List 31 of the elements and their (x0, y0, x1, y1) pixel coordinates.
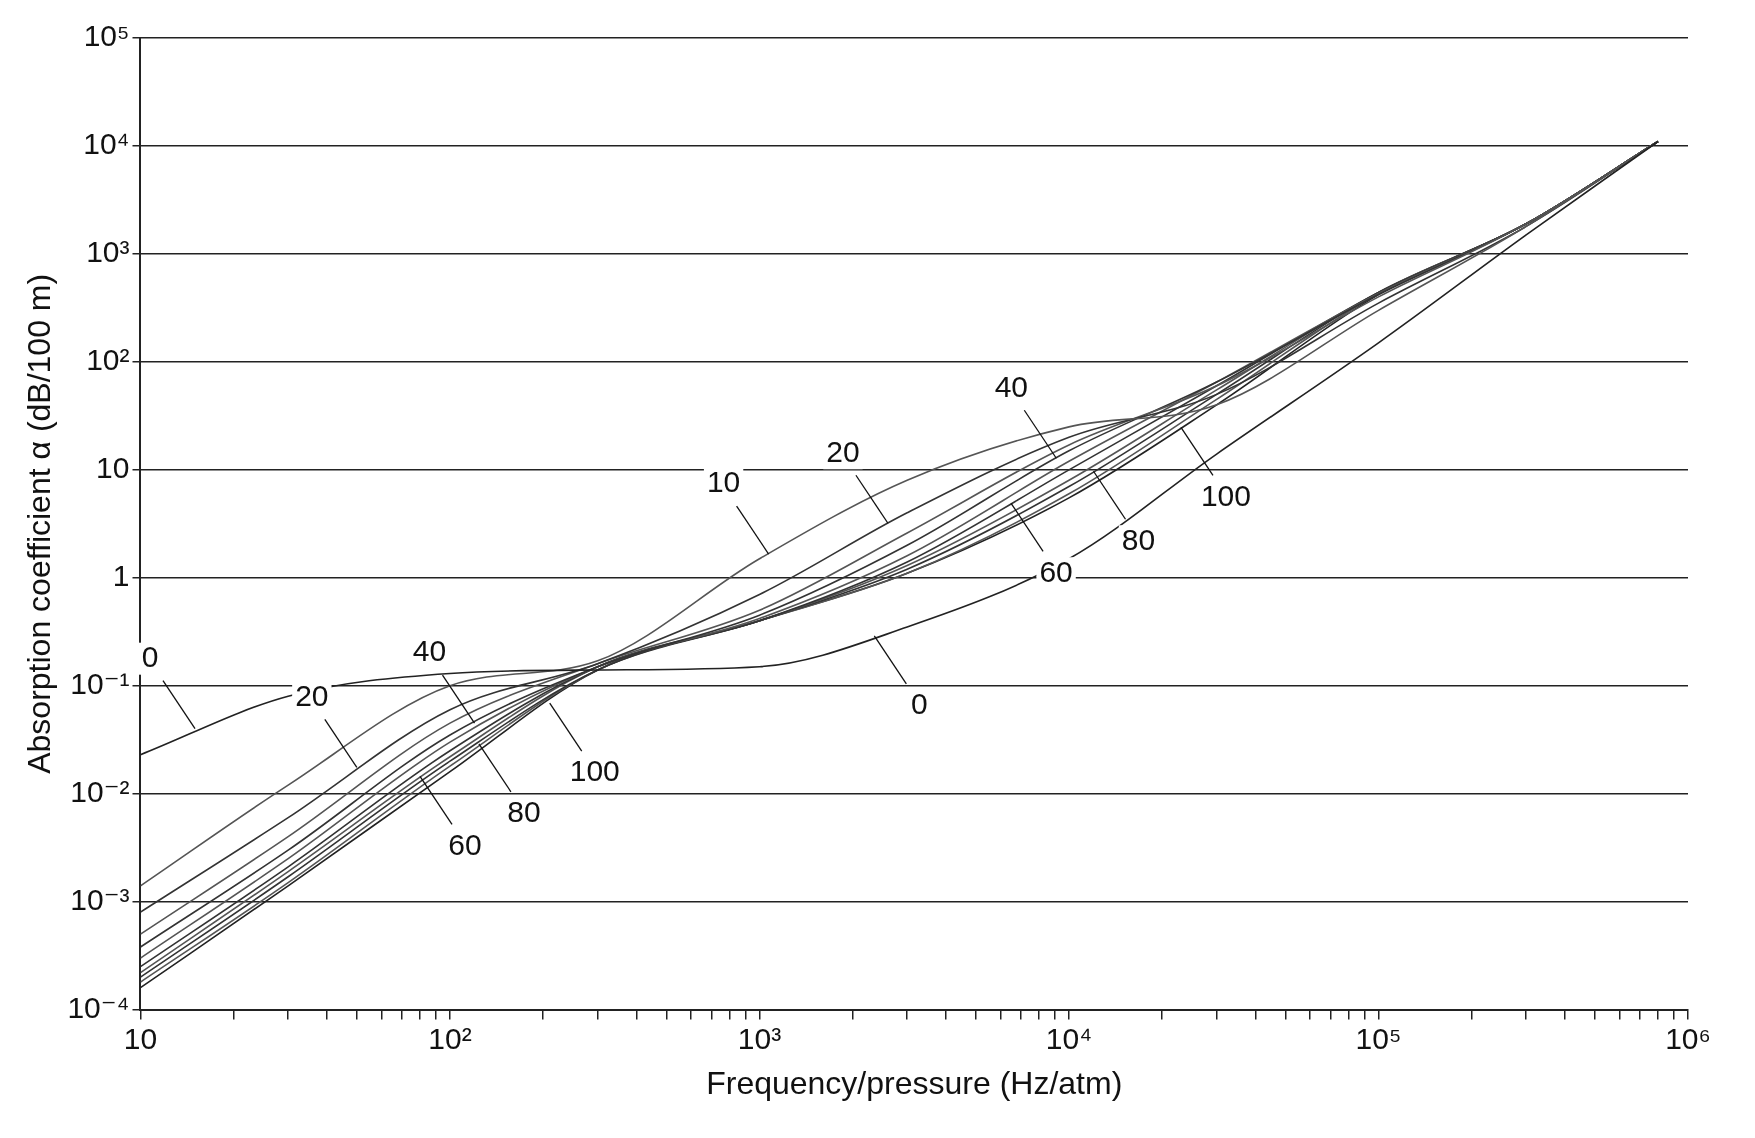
x-tick-label: 10² (428, 1021, 472, 1055)
annotation: 20 (295, 678, 329, 712)
annotation: 100 (569, 754, 620, 788)
annotation: 10 (706, 465, 741, 499)
annotation: 60 (1039, 554, 1073, 588)
y-tick-label: 10⁻¹ (70, 667, 130, 700)
y-tick-label: 10 (96, 451, 130, 485)
x-tick-label: 10³ (737, 1021, 782, 1055)
x-axis-title: Frequency/pressure (Hz/atm) (706, 1064, 1123, 1101)
y-axis-title: Absorption coefficient α (dB/100 m) (21, 273, 58, 774)
annotation: 40 (412, 634, 447, 668)
annotation: 40 (994, 369, 1029, 403)
y-tick-label: 1 (112, 559, 130, 593)
annotation: 0 (911, 687, 928, 721)
x-tick-label: 10⁵ (1355, 1021, 1402, 1055)
annotation: 0 (141, 639, 159, 673)
x-tick-label: 10⁴ (1045, 1021, 1093, 1055)
x-tick-label: 10⁶ (1665, 1021, 1711, 1055)
annotation: 100 (1200, 478, 1251, 512)
annotation: 80 (1121, 522, 1156, 556)
annotation: 80 (507, 795, 541, 829)
y-tick-label: 10⁻³ (70, 882, 130, 916)
y-tick-label: 10⁵ (83, 19, 130, 53)
x-tick-label: 10 (123, 1021, 158, 1055)
annotation: 20 (826, 434, 860, 468)
y-tick-label: 10⁻⁴ (67, 990, 130, 1024)
y-tick-label: 10⁴ (83, 127, 130, 161)
y-tick-label: 10³ (86, 235, 130, 269)
y-tick-label: 10⁻² (70, 774, 130, 808)
annotation: 60 (448, 827, 482, 861)
y-tick-label: 10² (86, 343, 130, 377)
